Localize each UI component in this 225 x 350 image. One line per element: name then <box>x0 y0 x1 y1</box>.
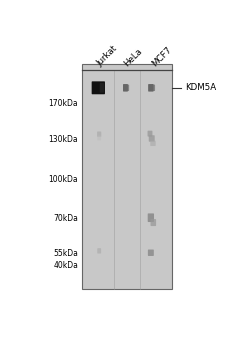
Text: Jurkat: Jurkat <box>94 44 118 68</box>
FancyBboxPatch shape <box>147 250 153 256</box>
Text: KDM5A: KDM5A <box>184 83 215 92</box>
FancyBboxPatch shape <box>97 248 101 253</box>
FancyBboxPatch shape <box>126 85 128 91</box>
FancyBboxPatch shape <box>147 131 152 137</box>
Text: 130kDa: 130kDa <box>48 134 78 144</box>
FancyBboxPatch shape <box>122 84 127 92</box>
Text: 40kDa: 40kDa <box>53 261 78 270</box>
Text: 170kDa: 170kDa <box>48 99 78 108</box>
FancyBboxPatch shape <box>91 81 104 94</box>
Text: 55kDa: 55kDa <box>53 249 78 258</box>
FancyBboxPatch shape <box>97 135 101 140</box>
FancyBboxPatch shape <box>151 85 154 91</box>
FancyBboxPatch shape <box>97 132 101 137</box>
Text: HeLa: HeLa <box>122 46 144 68</box>
FancyBboxPatch shape <box>148 135 154 142</box>
FancyBboxPatch shape <box>99 83 104 93</box>
FancyBboxPatch shape <box>147 214 153 222</box>
Text: 100kDa: 100kDa <box>48 175 78 184</box>
FancyBboxPatch shape <box>147 84 153 92</box>
Text: MCF7: MCF7 <box>150 45 173 68</box>
Text: 70kDa: 70kDa <box>53 214 78 223</box>
Bar <box>81 64 171 289</box>
FancyBboxPatch shape <box>150 219 155 226</box>
FancyBboxPatch shape <box>150 141 155 146</box>
